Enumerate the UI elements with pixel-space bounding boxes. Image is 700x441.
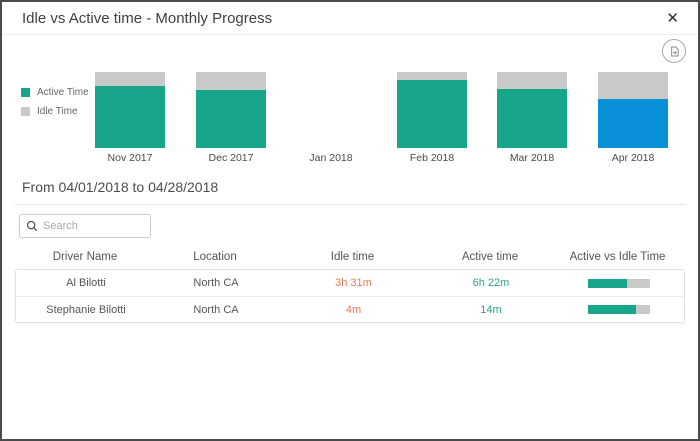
col-header-active-time: Active time [461,251,519,263]
active-portion [587,278,628,288]
col-header-location: Location [193,251,237,263]
idle-segment [598,72,668,99]
location-cell: North CA [193,303,239,316]
idle-segment [497,72,567,89]
active-segment [397,80,467,148]
search-icon [26,220,38,232]
col-header-driver-name: Driver Name [52,251,118,263]
bar-dec-2017[interactable] [196,72,266,148]
export-image-icon [670,46,679,56]
legend-item-idle: Idle Time [21,106,89,117]
close-button[interactable]: ✕ [659,9,686,28]
table-row[interactable]: Stephanie Bilotti North CA 4m 14m [16,296,684,322]
driver-name-cell: Al Bilotti [66,277,106,289]
active-segment [196,90,266,148]
table-body: Al Bilotti North CA 3h 31m 6h 22m Stephanie … [15,269,685,323]
active-time-cell: 6h 22m [472,277,510,289]
month-label: Jan 2018 [309,152,353,164]
search-input[interactable] [43,220,144,232]
bar-feb-2018[interactable] [397,72,467,148]
legend-label-active: Active Time [37,87,89,98]
bar-chart: Active Time Idle Time Nov 2017 Dec 2017 Ja… [2,35,698,171]
dialog-titlebar: Idle vs Active time - Monthly Progress ✕ [2,2,698,35]
month-label: Mar 2018 [509,152,555,164]
legend-item-active: Active Time [21,87,89,98]
dialog-title: Idle vs Active time - Monthly Progress [22,9,273,27]
location-cell: North CA [193,277,239,289]
active-segment [95,86,165,148]
export-button[interactable] [662,39,686,63]
search-box [19,214,151,238]
table-header: Driver Name Location Idle time Active ti… [15,248,685,266]
month-label: Feb 2018 [409,152,455,164]
col-header-active-vs-idle: Active vs Idle Time [569,251,666,263]
idle-segment [95,72,165,87]
period-label: From 04/01/2018 to 04/28/2018 [15,171,685,205]
legend-label-idle: Idle Time [37,106,78,117]
idle-time-cell: 3h 31m [335,277,372,289]
active-vs-idle-bar [587,305,650,314]
search-row [2,205,698,238]
active-segment [598,98,668,148]
active-segment [497,88,567,148]
active-vs-idle-bar [587,278,650,288]
month-label: Nov 2017 [107,152,153,164]
active-portion [587,305,636,314]
idle-segment [196,72,266,91]
month-label: Dec 2017 [208,152,254,164]
month-label: Apr 2018 [611,152,655,164]
idle-time-swatch [21,107,30,116]
bar-apr-2018[interactable] [598,72,668,148]
idle-time-cell: 4m [345,303,362,316]
active-time-swatch [21,88,30,97]
active-vs-idle-cell [551,278,686,288]
idle-segment [397,72,467,81]
active-vs-idle-cell [551,305,686,314]
bar-nov-2017[interactable] [95,72,165,148]
bar-mar-2018[interactable] [497,72,567,148]
table-row[interactable]: Al Bilotti North CA 3h 31m 6h 22m [16,270,684,296]
col-header-idle-time: Idle time [330,251,375,263]
chart-legend: Active Time Idle Time [21,87,89,125]
active-time-cell: 14m [480,303,502,316]
driver-name-cell: Stephanie Bilotti [46,303,126,316]
